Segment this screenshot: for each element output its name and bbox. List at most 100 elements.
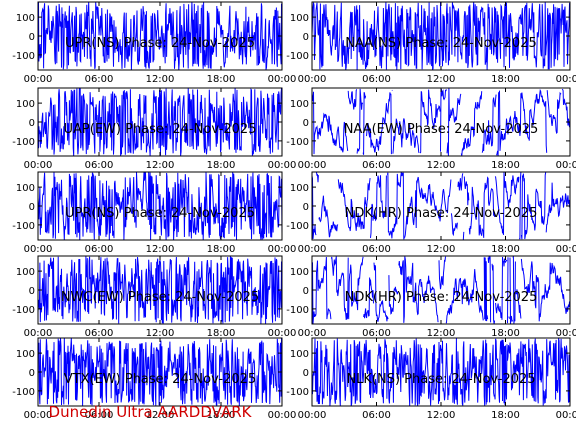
x-tick-label: 12:00 xyxy=(146,410,175,421)
y-tick-label: 0 xyxy=(303,286,309,297)
x-tick-label: 00:00 xyxy=(298,74,327,85)
x-tick-label: 06:00 xyxy=(85,244,114,255)
x-tick-label: 06:00 xyxy=(362,410,391,421)
x-tick-label: 18:00 xyxy=(207,160,236,171)
y-tick-label: -100 xyxy=(12,137,35,148)
phase-panel: -100 0 100 00:00 06:00 12:00 18:00 00:00 NDK(HR)… xyxy=(286,171,576,255)
phase-panel: -100 0 100 00:00 06:00 12:00 18:00 00:00 UAP(EW)… xyxy=(12,87,297,171)
y-tick-label: 0 xyxy=(303,202,309,213)
x-tick-label: 06:00 xyxy=(362,74,391,85)
x-tick-label: 00:00 xyxy=(298,410,327,421)
y-tick-label: 100 xyxy=(290,99,309,110)
x-tick-label: 18:00 xyxy=(491,74,520,85)
x-tick-label: 00:00 xyxy=(556,244,576,255)
phase-trace xyxy=(312,2,570,70)
panel-title: UPR(NS) Phase: 24-Nov-2025 xyxy=(65,36,255,51)
footer-caption: Dunedin Ultra AARDDVARK xyxy=(48,403,252,421)
x-tick-label: 00:00 xyxy=(268,74,297,85)
phase-panel: -100 0 100 00:00 06:00 12:00 18:00 00:00 UPR(NS)… xyxy=(12,1,297,85)
y-tick-label: -100 xyxy=(286,137,309,148)
x-tick-label: 12:00 xyxy=(146,328,175,339)
y-tick-label: -100 xyxy=(286,51,309,62)
x-tick-label: 18:00 xyxy=(207,410,236,421)
phase-panel: -100 0 100 00:00 06:00 12:00 18:00 00:00 NLK(NS)… xyxy=(286,337,576,421)
phase-trace xyxy=(38,88,282,156)
phase-panel: -100 0 100 00:00 06:00 12:00 18:00 00:00 NAA(EW)… xyxy=(286,87,576,171)
panel-title: NAA(NS) Phase: 24-Nov-2025 xyxy=(345,36,536,51)
x-tick-label: 00:00 xyxy=(556,410,576,421)
panel-title: NAA(EW) Phase: 24-Nov-2025 xyxy=(344,122,539,137)
x-tick-label: 00:00 xyxy=(24,328,53,339)
x-tick-label: 18:00 xyxy=(491,328,520,339)
phase-trace xyxy=(38,2,282,70)
y-tick-label: 0 xyxy=(303,118,309,129)
y-tick-label: 0 xyxy=(303,368,309,379)
y-tick-label: -100 xyxy=(12,221,35,232)
x-tick-label: 18:00 xyxy=(207,244,236,255)
x-tick-label: 12:00 xyxy=(146,244,175,255)
x-tick-label: 00:00 xyxy=(268,244,297,255)
phase-panel: -100 0 100 00:00 06:00 12:00 18:00 00:00 VTX(EW)… xyxy=(12,337,297,421)
x-tick-label: 00:00 xyxy=(556,74,576,85)
panel-title: VTX(EW) Phase: 24-Nov-2025 xyxy=(64,372,256,387)
x-tick-label: 00:00 xyxy=(24,74,53,85)
x-tick-label: 00:00 xyxy=(24,160,53,171)
y-tick-label: -100 xyxy=(12,387,35,398)
x-tick-label: 12:00 xyxy=(427,160,456,171)
x-tick-label: 00:00 xyxy=(268,328,297,339)
phase-trace xyxy=(38,256,282,324)
x-tick-label: 00:00 xyxy=(556,160,576,171)
x-tick-label: 00:00 xyxy=(298,328,327,339)
y-tick-label: 100 xyxy=(16,267,35,278)
y-tick-label: -100 xyxy=(12,305,35,316)
x-tick-label: 12:00 xyxy=(427,328,456,339)
y-tick-label: 100 xyxy=(16,349,35,360)
panel-title: UAP(EW) Phase: 24-Nov-2025 xyxy=(64,122,257,137)
phase-trace xyxy=(312,88,570,156)
x-tick-label: 00:00 xyxy=(556,328,576,339)
y-tick-label: 100 xyxy=(290,183,309,194)
y-tick-label: 100 xyxy=(290,267,309,278)
x-tick-label: 06:00 xyxy=(85,328,114,339)
phase-trace xyxy=(312,172,570,240)
y-tick-label: 0 xyxy=(29,286,35,297)
x-tick-label: 06:00 xyxy=(85,160,114,171)
phase-panel: -100 0 100 00:00 06:00 12:00 18:00 00:00 NWC(EW)… xyxy=(12,255,297,339)
y-tick-label: -100 xyxy=(12,51,35,62)
phase-trace xyxy=(312,338,570,406)
panel-title: UPR(NS) Phase: 24-Nov-2025 xyxy=(65,206,255,221)
x-tick-label: 00:00 xyxy=(268,160,297,171)
x-tick-label: 06:00 xyxy=(362,160,391,171)
y-tick-label: -100 xyxy=(286,221,309,232)
x-tick-label: 00:00 xyxy=(24,244,53,255)
y-tick-label: 0 xyxy=(29,118,35,129)
y-tick-label: 0 xyxy=(303,32,309,43)
x-tick-label: 12:00 xyxy=(427,244,456,255)
x-tick-label: 18:00 xyxy=(207,328,236,339)
x-tick-label: 06:00 xyxy=(362,328,391,339)
x-tick-label: 06:00 xyxy=(85,410,114,421)
y-tick-label: 100 xyxy=(16,13,35,24)
x-tick-label: 12:00 xyxy=(427,74,456,85)
y-tick-label: 100 xyxy=(16,183,35,194)
y-tick-label: 100 xyxy=(290,349,309,360)
x-tick-label: 18:00 xyxy=(491,160,520,171)
phase-trace xyxy=(38,172,282,240)
panel-title: NDK(HR) Phase: 24-Nov-2025 xyxy=(345,206,538,221)
x-tick-label: 06:00 xyxy=(85,74,114,85)
y-tick-label: 100 xyxy=(16,99,35,110)
x-tick-label: 00:00 xyxy=(298,160,327,171)
x-tick-label: 12:00 xyxy=(427,410,456,421)
x-tick-label: 18:00 xyxy=(491,410,520,421)
phase-trace xyxy=(38,338,282,406)
y-tick-label: 100 xyxy=(290,13,309,24)
panel-title: NLK(NS) Phase: 24-Nov-2025 xyxy=(346,372,535,387)
x-tick-label: 00:00 xyxy=(268,410,297,421)
phase-trace xyxy=(312,256,570,324)
panel-title: NDK(HR) Phase: 24-Nov-2025 xyxy=(345,290,538,305)
x-tick-label: 06:00 xyxy=(362,244,391,255)
y-tick-label: 0 xyxy=(29,368,35,379)
phase-panel: -100 0 100 00:00 06:00 12:00 18:00 00:00 UPR(NS)… xyxy=(12,171,297,255)
y-tick-label: -100 xyxy=(286,387,309,398)
